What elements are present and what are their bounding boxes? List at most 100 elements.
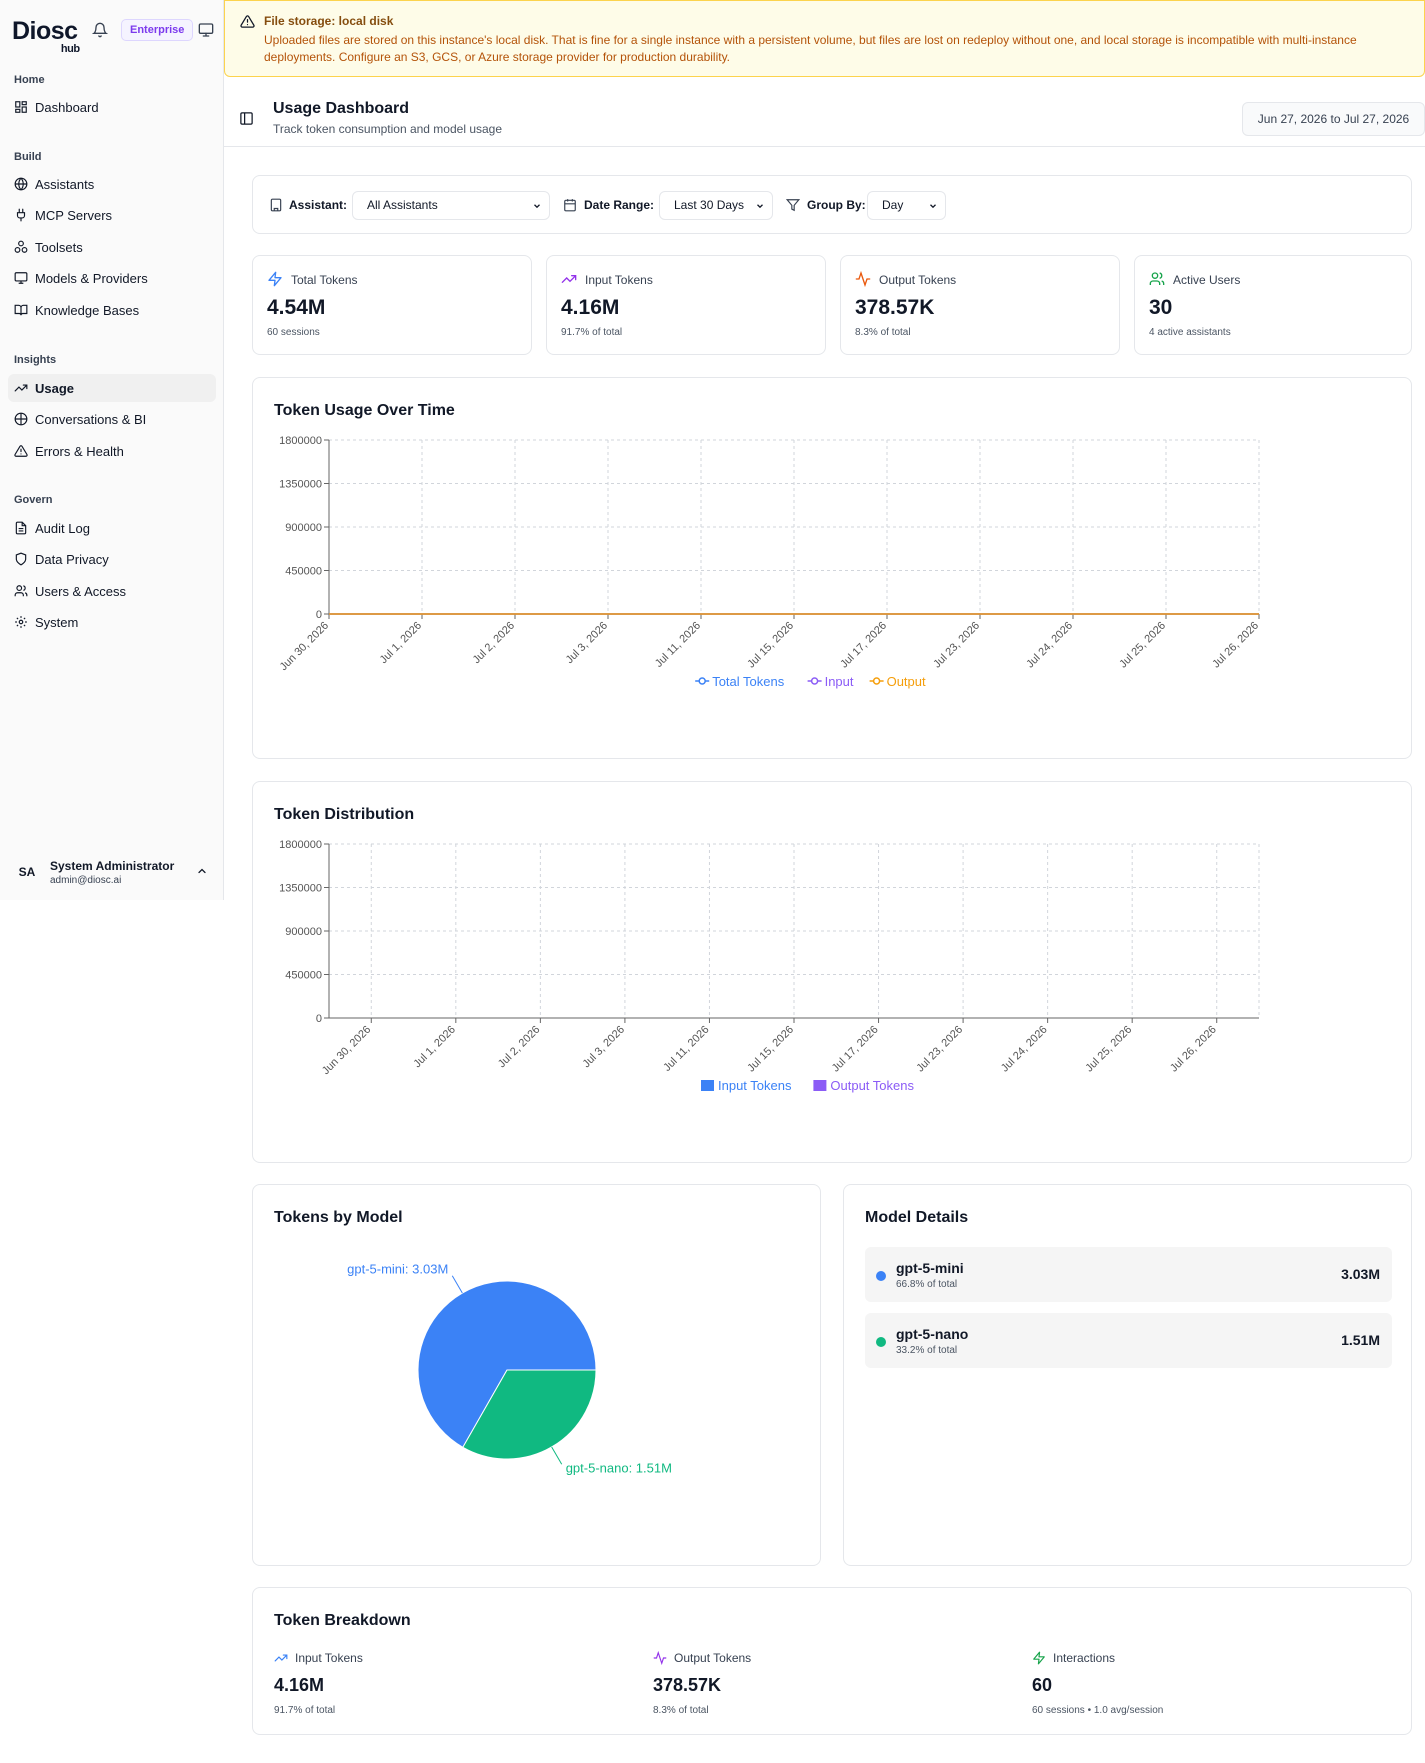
- bell-icon[interactable]: [92, 22, 108, 38]
- nav-section-insights: Insights: [14, 354, 57, 366]
- monitor-icon[interactable]: [198, 22, 214, 38]
- y-tick-label: 1800000: [279, 435, 322, 447]
- pie-label-line: [451, 1275, 463, 1294]
- sidebar-item-label: Knowledge Bases: [35, 302, 140, 318]
- chart-title: Token Usage Over Time: [274, 402, 455, 419]
- x-tick-label: Jul 24, 2026: [1024, 620, 1075, 671]
- date-range-select[interactable]: Last 30 Days: [659, 191, 773, 220]
- sidebar-item-conversations-bi[interactable]: Conversations & BI: [8, 405, 216, 433]
- storage-alert: File storage: local disk Uploaded files …: [224, 0, 1425, 77]
- sidebar-item-system[interactable]: System: [8, 608, 216, 636]
- file-icon: [15, 521, 27, 535]
- legend-label: Output: [887, 674, 926, 689]
- date-range-badge[interactable]: Jun 27, 2026 to Jul 27, 2026: [1242, 102, 1425, 136]
- trend-up-icon: [274, 1654, 288, 1662]
- sidebar-item-usage[interactable]: Usage: [8, 374, 216, 402]
- calendar-icon: [564, 199, 576, 212]
- group-by-select[interactable]: Day: [867, 191, 946, 220]
- nav-section-home: Home: [14, 74, 45, 86]
- sidebar-item-knowledge-bases[interactable]: Knowledge Bases: [8, 296, 216, 324]
- trend-up-icon: [561, 275, 577, 283]
- sidebar-item-label: Data Privacy: [35, 551, 109, 567]
- sidebar-item-users-access[interactable]: Users & Access: [8, 577, 216, 605]
- x-tick-label: Jul 26, 2026: [1168, 1024, 1219, 1075]
- breakdown-input-tokens: Input Tokens 4.16M 91.7% of total: [274, 1651, 574, 1731]
- sidebar-item-label: MCP Servers: [35, 207, 113, 223]
- user-email: admin@diosc.ai: [50, 874, 122, 886]
- avatar: SA: [18, 865, 36, 879]
- brand-logo[interactable]: Diosc hub: [12, 14, 80, 55]
- x-tick-label: Jul 11, 2026: [661, 1024, 711, 1074]
- tokens-by-model-card: Tokens by Model gpt-5-mini: 3.03M gpt-5-n…: [252, 1184, 821, 1566]
- y-tick-label: 0: [316, 609, 322, 621]
- alert-body: Uploaded files are stored on this instan…: [264, 33, 1357, 64]
- stat-value: 4.16M: [561, 296, 620, 319]
- y-tick-label: 1800000: [279, 839, 322, 851]
- sidebar-item-errors-health[interactable]: Errors & Health: [8, 437, 216, 465]
- activity-icon: [653, 1651, 667, 1665]
- warning-icon: [240, 15, 255, 28]
- stat-value: 4.54M: [267, 296, 326, 319]
- sidebar-toggle-icon[interactable]: [239, 111, 254, 126]
- x-tick-label: Jul 23, 2026: [914, 1024, 965, 1075]
- sidebar-item-audit-log[interactable]: Audit Log: [8, 514, 216, 542]
- stat-label: Input Tokens: [585, 273, 653, 287]
- assistant-filter-label: Assistant:: [289, 198, 348, 212]
- bolt-icon: [1033, 1651, 1045, 1665]
- breakdown-value: 60: [1032, 1675, 1053, 1695]
- x-tick-label: Jul 3, 2026: [564, 620, 611, 667]
- model-details-title: Model Details: [865, 1209, 969, 1226]
- sidebar-item-dashboard[interactable]: Dashboard: [8, 93, 216, 121]
- token-usage-chart: 0 450000 900000 1350000 1800000 Jun 30, 2026 J…: [278, 435, 1261, 689]
- gear-icon: [15, 616, 27, 628]
- y-tick-label: 1350000: [279, 479, 322, 491]
- chart-legend: Input Tokens Output Tokens: [701, 1078, 914, 1093]
- sidebar-item-label: Models & Providers: [35, 270, 148, 286]
- alert-title: File storage: local disk: [264, 14, 394, 28]
- token-breakdown-card: Token Breakdown Input Tokens 4.16M 91.7%…: [252, 1587, 1412, 1735]
- page-subtitle: Track token consumption and model usage: [273, 122, 503, 136]
- legend-label: Input: [825, 674, 854, 689]
- sidebar-item-toolsets[interactable]: Toolsets: [8, 233, 216, 261]
- chevron-down-icon: [930, 204, 936, 209]
- trend-icon: [14, 384, 28, 392]
- dashboard-icon: [15, 101, 27, 113]
- sidebar-item-mcp-servers[interactable]: MCP Servers: [8, 201, 216, 229]
- legend-label: Output Tokens: [830, 1078, 914, 1093]
- model-pct: 66.8% of total: [896, 1279, 958, 1290]
- users-icon: [1149, 272, 1165, 285]
- user-name: System Administrator: [50, 858, 175, 873]
- breakdown-interactions: Interactions 60 60 sessions • 1.0 avg/se…: [1032, 1651, 1332, 1731]
- user-menu[interactable]: SA System Administrator admin@diosc.ai: [8, 854, 216, 890]
- pie-label: gpt-5-mini: 3.03M: [347, 1262, 448, 1277]
- group-by-select-value: Day: [882, 198, 904, 212]
- x-tick-label: Jul 24, 2026: [999, 1024, 1050, 1075]
- assistant-select[interactable]: All Assistants: [352, 191, 550, 220]
- sidebar-item-data-privacy[interactable]: Data Privacy: [8, 545, 216, 573]
- x-tick-label: Jul 15, 2026: [745, 1024, 796, 1075]
- sidebar-item-label: Dashboard: [35, 99, 99, 115]
- sidebar-item-assistants[interactable]: Assistants: [8, 170, 216, 198]
- model-row[interactable]: gpt-5-nano 33.2% of total 1.51M: [865, 1313, 1392, 1368]
- stat-card-output-tokens: Output Tokens 378.57K 8.3% of total: [840, 255, 1120, 355]
- x-tick-label: Jul 15, 2026: [745, 620, 796, 671]
- model-value: 1.51M: [1341, 1332, 1380, 1348]
- shield-icon: [15, 552, 27, 566]
- sidebar-item-label: Audit Log: [35, 520, 90, 536]
- globe-icon: [14, 177, 28, 191]
- sidebar-item-label: Toolsets: [35, 239, 83, 255]
- model-row[interactable]: gpt-5-mini 66.8% of total 3.03M: [865, 1247, 1392, 1302]
- monitor-icon: [14, 272, 28, 284]
- legend-swatch: [872, 677, 881, 685]
- breakdown-title: Token Breakdown: [274, 1612, 411, 1629]
- x-tick-label: Jul 11, 2026: [653, 620, 703, 670]
- breakdown-value: 378.57K: [653, 1675, 722, 1695]
- token-distribution-chart-card: Token Distribution 0 450000 900000 1350000 1…: [252, 781, 1412, 1163]
- stat-value: 30: [1149, 296, 1173, 319]
- chevron-down-icon: [757, 204, 763, 209]
- y-tick-label: 450000: [285, 970, 322, 982]
- x-tick-label: Jul 1, 2026: [411, 1024, 458, 1071]
- sidebar-item-models-providers[interactable]: Models & Providers: [8, 264, 216, 292]
- chevron-up-icon: [198, 868, 206, 874]
- users-icon: [14, 585, 28, 597]
